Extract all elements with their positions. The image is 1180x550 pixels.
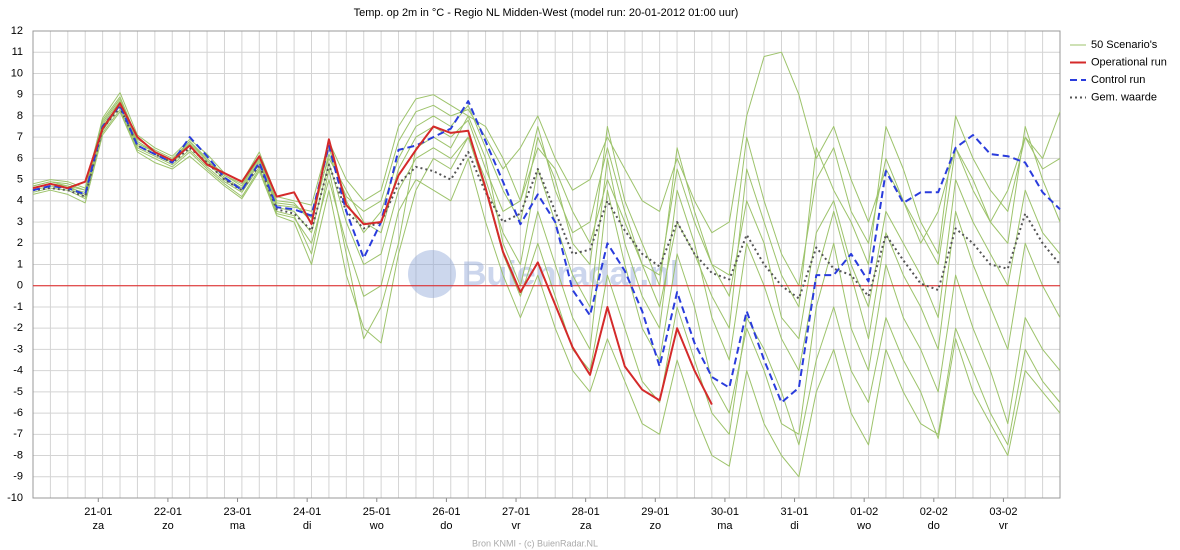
- y-tick-label: -10: [7, 492, 23, 504]
- x-tick-label: 01-02: [850, 506, 878, 518]
- x-tick-label: 21-01: [84, 506, 112, 518]
- y-tick-label: -7: [13, 428, 23, 440]
- y-tick-label: 2: [17, 237, 23, 249]
- y-tick-label: 12: [11, 25, 23, 37]
- x-tick-sublabel: vr: [999, 520, 1009, 532]
- x-tick-sublabel: za: [92, 520, 105, 532]
- x-tick-label: 27-01: [502, 506, 530, 518]
- x-tick-sublabel: ma: [230, 520, 246, 532]
- y-tick-label: 1: [17, 258, 23, 270]
- x-tick-label: 02-02: [920, 506, 948, 518]
- x-tick-label: 28-01: [572, 506, 600, 518]
- x-tick-label: 25-01: [363, 506, 391, 518]
- y-tick-label: -1: [13, 301, 23, 313]
- scenario-line: [32, 51, 1061, 244]
- x-tick-sublabel: di: [790, 520, 799, 532]
- legend-label: Gem. waarde: [1091, 91, 1157, 103]
- x-tick-sublabel: zo: [162, 520, 174, 532]
- y-tick-label: -9: [13, 471, 23, 483]
- x-tick-sublabel: do: [928, 520, 940, 532]
- series-line: [32, 100, 1061, 404]
- chart-title: Temp. op 2m in °C - Regio NL Midden-West…: [354, 7, 739, 19]
- y-tick-label: 8: [17, 110, 23, 122]
- plot-frame: [32, 30, 1061, 499]
- x-tick-label: 22-01: [154, 506, 182, 518]
- y-tick-label: 10: [11, 67, 23, 79]
- x-tick-label: 26-01: [432, 506, 460, 518]
- x-tick-sublabel: do: [440, 520, 452, 532]
- y-tick-label: 11: [12, 46, 23, 58]
- y-tick-label: -8: [13, 449, 23, 461]
- scenario-line: [32, 98, 1061, 287]
- legend-label: Operational run: [1091, 56, 1167, 68]
- x-tick-sublabel: wo: [369, 520, 384, 532]
- footer: Bron KNMI - (c) BuienRadar.NL: [472, 538, 598, 548]
- x-tick-label: 03-02: [989, 506, 1017, 518]
- x-tick-label: 31-01: [780, 506, 808, 518]
- x-tick-sublabel: vr: [511, 520, 521, 532]
- watermark-logo: [408, 250, 456, 298]
- y-tick-label: -3: [13, 343, 23, 355]
- scenario-line: [32, 111, 1061, 456]
- scenario-line: [32, 102, 1061, 372]
- x-tick-sublabel: za: [580, 520, 593, 532]
- y-tick-label: 6: [17, 152, 23, 164]
- x-tick-sublabel: di: [303, 520, 312, 532]
- scenario-line: [32, 104, 1061, 435]
- y-tick-label: 9: [17, 89, 23, 101]
- y-tick-label: 5: [17, 173, 23, 185]
- y-tick-label: 0: [17, 280, 23, 292]
- y-tick-label: -5: [13, 386, 23, 398]
- series-line: [32, 102, 713, 406]
- legend-label: Control run: [1091, 74, 1145, 86]
- y-tick-label: -6: [13, 407, 23, 419]
- watermark: Buienradar.nl: [462, 255, 679, 293]
- x-tick-sublabel: zo: [649, 520, 661, 532]
- y-tick-label: 3: [17, 216, 23, 228]
- x-tick-label: 30-01: [711, 506, 739, 518]
- x-tick-sublabel: wo: [856, 520, 871, 532]
- y-tick-label: -4: [13, 365, 23, 377]
- x-tick-label: 29-01: [641, 506, 669, 518]
- y-tick-label: 7: [17, 131, 23, 143]
- scenario-line: [32, 109, 1061, 478]
- legend-label: 50 Scenario's: [1091, 39, 1158, 51]
- y-tick-label: -2: [13, 322, 23, 334]
- x-tick-sublabel: ma: [717, 520, 733, 532]
- x-tick-label: 24-01: [293, 506, 321, 518]
- y-tick-label: 4: [17, 195, 23, 207]
- x-tick-label: 23-01: [223, 506, 251, 518]
